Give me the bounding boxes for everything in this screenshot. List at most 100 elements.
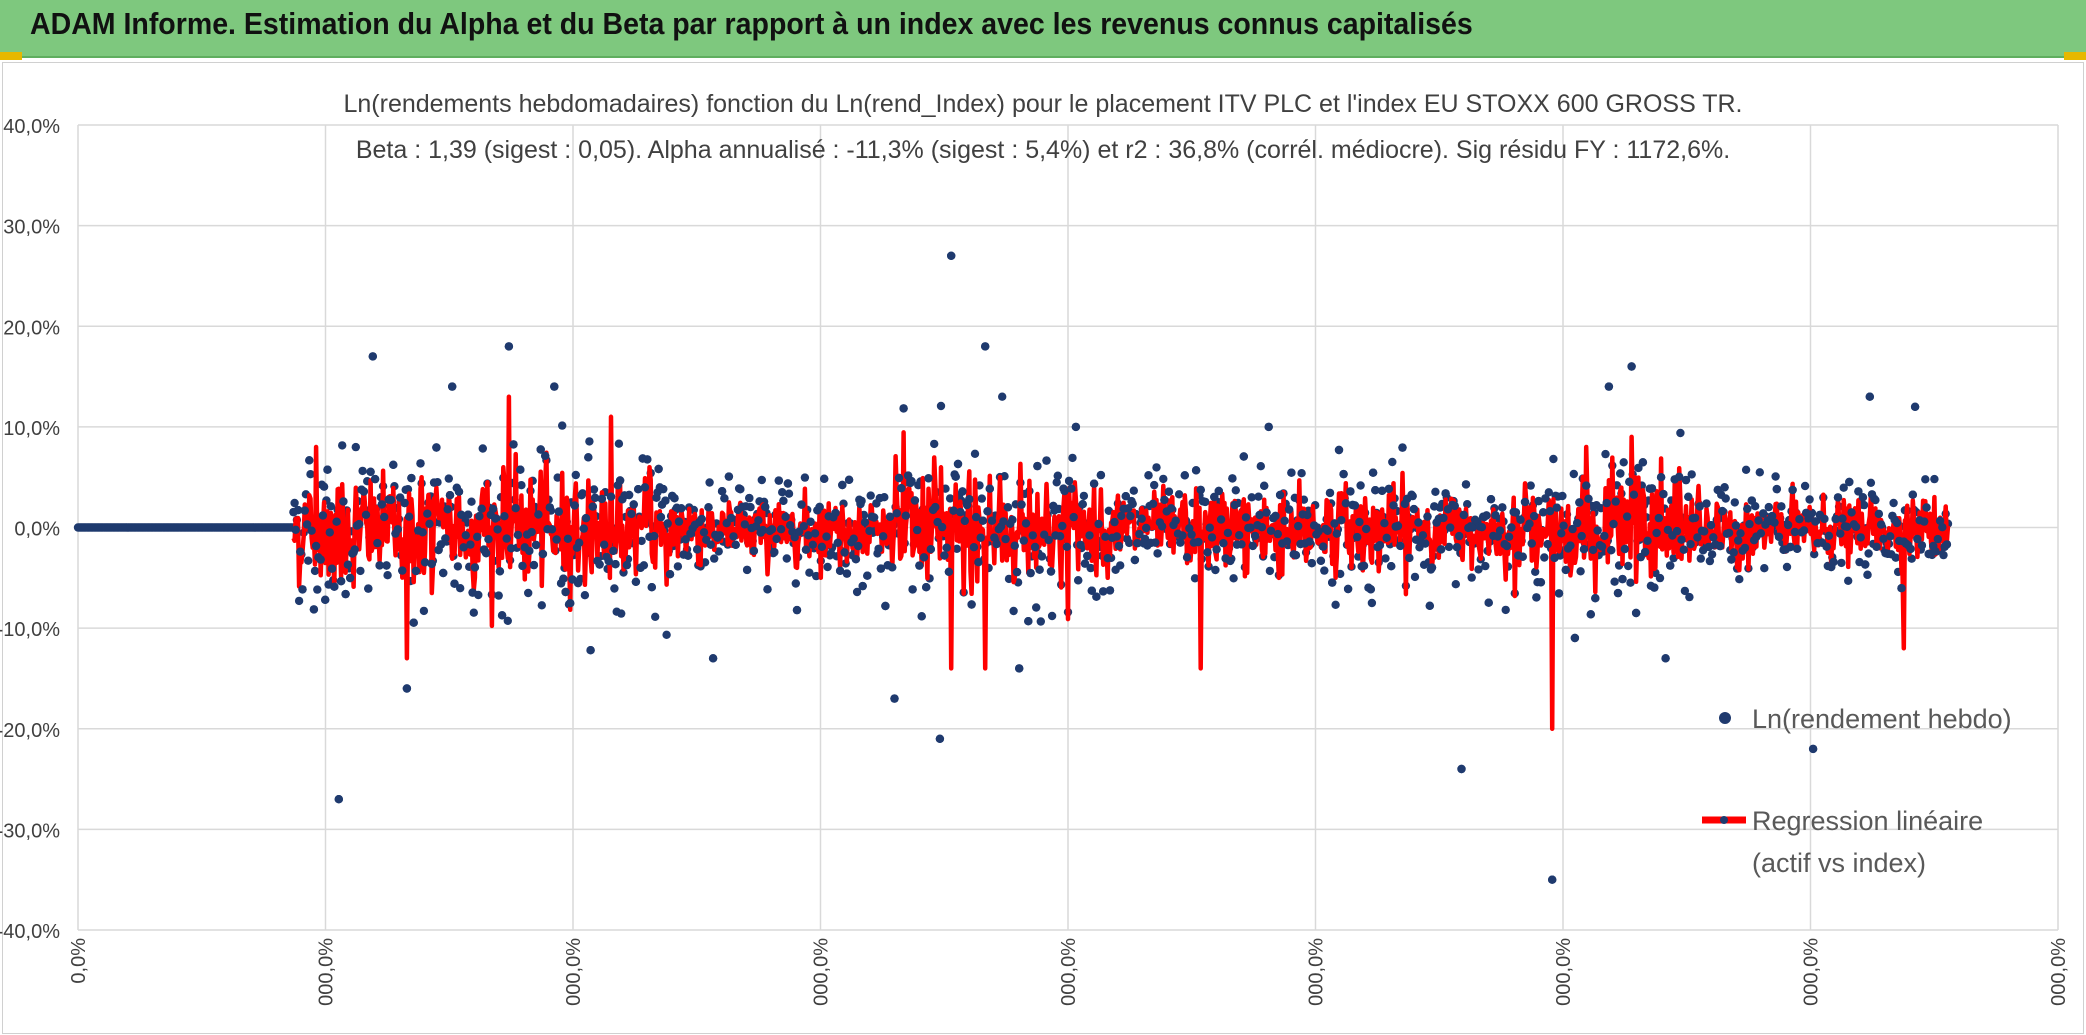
scatter-point: [1786, 542, 1795, 552]
scatter-point: [1886, 532, 1895, 541]
scatter-point: [1690, 513, 1700, 523]
scatter-point: [1366, 585, 1376, 594]
scatter-point: [1705, 556, 1715, 566]
scatter-point: [1856, 533, 1865, 542]
scatter-point: [404, 512, 414, 521]
scatter-point: [1451, 580, 1461, 589]
scatter-point: [652, 493, 661, 502]
scatter-point: [1046, 567, 1056, 576]
scatter-point: [792, 605, 802, 615]
scatter-point: [1157, 522, 1167, 531]
scatter-point: [1707, 550, 1717, 559]
scatter-point: [1099, 587, 1108, 596]
scatter-point: [493, 525, 502, 534]
scatter-point: [1917, 541, 1927, 550]
scatter-point: [1015, 664, 1024, 673]
corner-marker-right: [2064, 52, 2086, 60]
scatter-point: [1096, 470, 1106, 480]
scatter-point: [1718, 506, 1727, 516]
scatter-point: [294, 596, 304, 606]
scatter-point: [1121, 492, 1131, 501]
scatter-point: [468, 588, 477, 597]
scatter-point: [334, 795, 343, 804]
scatter-point: [647, 583, 656, 592]
scatter-point: [411, 566, 421, 576]
scatter-point: [614, 439, 624, 448]
scatter-point: [970, 449, 980, 458]
scatter-point: [706, 540, 715, 549]
scatter-point: [894, 473, 904, 483]
scatter-point: [1280, 516, 1289, 525]
scatter-point: [1626, 578, 1635, 587]
scatter-point: [1032, 603, 1041, 612]
scatter-point: [1624, 561, 1633, 571]
scatter-point: [700, 558, 710, 567]
scatter-point: [1777, 502, 1786, 511]
scatter-point: [1003, 503, 1013, 512]
scatter-point: [1685, 592, 1694, 602]
scatter-point: [1231, 486, 1241, 495]
scatter-point: [1086, 563, 1095, 573]
scatter-point: [1669, 553, 1678, 563]
scatter-point: [1618, 574, 1627, 584]
scatter-point: [1597, 542, 1607, 551]
scatter-point: [731, 540, 740, 549]
scatter-point: [1035, 565, 1044, 574]
scatter-point: [298, 585, 307, 594]
scatter-point: [1339, 469, 1348, 479]
scatter-point: [1907, 554, 1916, 563]
scatter-point: [1820, 514, 1829, 524]
scatter-point: [307, 526, 316, 535]
scatter-point: [1675, 472, 1684, 481]
scatter-point: [553, 473, 562, 482]
scatter-point: [1484, 598, 1493, 607]
scatter-point: [1396, 541, 1405, 551]
scatter-point: [1743, 504, 1752, 513]
scatter-point: [1414, 518, 1423, 527]
scatter-point: [866, 491, 875, 500]
scatter-point: [306, 470, 315, 479]
scatter-point: [1254, 492, 1263, 501]
legend: Ln(rendement hebdo) Regression linéaire …: [1702, 704, 2012, 878]
scatter-point: [1568, 524, 1577, 534]
scatter-point: [1627, 362, 1636, 371]
scatter-point: [597, 494, 607, 504]
scatter-point: [398, 566, 407, 575]
scatter-point: [1229, 574, 1238, 583]
scatter-point: [1309, 521, 1319, 530]
scatter-point: [1255, 510, 1264, 520]
scatter-point: [1042, 456, 1051, 465]
scatter-point: [1702, 499, 1711, 508]
scatter-point: [1833, 493, 1843, 502]
scatter-point: [783, 479, 793, 488]
scatter-point: [817, 542, 827, 551]
scatter-point: [699, 528, 709, 537]
x-tick-label: 000,0%: [316, 938, 338, 1006]
scatter-point: [919, 553, 929, 562]
scatter-point: [1150, 480, 1159, 490]
scatter-point: [1650, 583, 1659, 592]
legend-label-scatter: Ln(rendement hebdo): [1752, 704, 2012, 734]
scatter-point: [1133, 539, 1142, 548]
scatter-point: [358, 466, 367, 476]
scatter-point: [1331, 600, 1340, 609]
scatter-point: [1863, 570, 1872, 579]
scatter-point: [310, 566, 320, 576]
scatter-point: [779, 496, 788, 505]
scatter-point: [478, 444, 487, 453]
scatter-point: [1806, 510, 1816, 519]
scatter-point: [1543, 540, 1552, 549]
scatter-point: [375, 561, 384, 570]
scatter-point: [1257, 523, 1267, 532]
y-tick-label: 10,0%: [3, 418, 60, 440]
scatter-point: [1588, 545, 1598, 555]
scatter-point: [586, 646, 595, 655]
scatter-point: [1211, 565, 1220, 575]
scatter-point: [1071, 422, 1081, 432]
scatter-point: [714, 547, 723, 556]
scatter-point: [1730, 498, 1740, 507]
scatter-point: [1144, 471, 1153, 480]
scatter-point: [1680, 586, 1690, 596]
scatter-point: [1153, 549, 1162, 558]
scatter-point: [606, 492, 616, 501]
